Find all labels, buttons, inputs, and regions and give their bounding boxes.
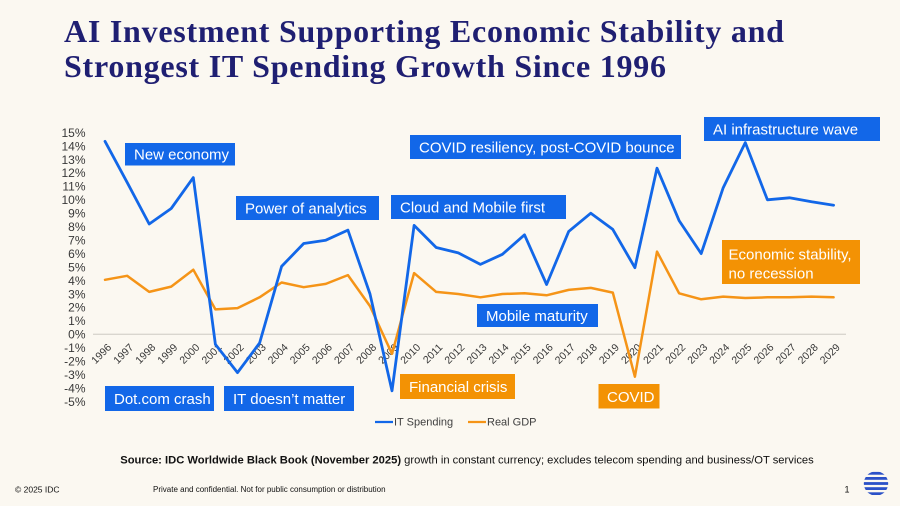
- svg-text:2002: 2002: [222, 342, 247, 367]
- svg-text:2025: 2025: [729, 342, 754, 367]
- svg-text:COVID: COVID: [607, 389, 655, 406]
- svg-text:2027: 2027: [774, 342, 799, 367]
- svg-text:2028: 2028: [796, 342, 821, 367]
- svg-text:Dot.com crash: Dot.com crash: [114, 391, 211, 408]
- svg-text:Private and confidential. Not: Private and confidential. Not for public…: [153, 485, 386, 494]
- svg-text:© 2025 IDC: © 2025 IDC: [15, 485, 60, 495]
- svg-text:2019: 2019: [597, 342, 622, 367]
- svg-text:2014: 2014: [487, 342, 512, 367]
- svg-text:2000: 2000: [177, 342, 202, 367]
- svg-text:Power of analytics: Power of analytics: [245, 201, 367, 218]
- svg-text:Source: IDC Worldwide Black Bo: Source: IDC Worldwide Black Book (Novemb…: [120, 455, 814, 467]
- svg-text:-5%: -5%: [64, 395, 86, 409]
- svg-text:2%: 2%: [68, 301, 86, 315]
- svg-text:2015: 2015: [509, 342, 534, 367]
- svg-text:2029: 2029: [818, 342, 843, 367]
- svg-text:8%: 8%: [68, 220, 86, 234]
- svg-text:10%: 10%: [61, 193, 85, 207]
- svg-text:-1%: -1%: [64, 341, 86, 355]
- svg-text:2024: 2024: [707, 342, 732, 367]
- svg-text:11%: 11%: [62, 180, 85, 194]
- svg-text:Financial crisis: Financial crisis: [409, 379, 507, 396]
- svg-text:2022: 2022: [663, 342, 688, 367]
- svg-text:0%: 0%: [68, 328, 86, 342]
- svg-text:6%: 6%: [68, 247, 86, 261]
- svg-text:2011: 2011: [421, 342, 446, 367]
- svg-text:3%: 3%: [68, 287, 86, 301]
- svg-text:New economy: New economy: [134, 147, 230, 164]
- svg-text:1999: 1999: [155, 342, 180, 367]
- svg-text:15%: 15%: [61, 126, 85, 140]
- svg-text:AI infrastructure wave: AI infrastructure wave: [713, 122, 858, 139]
- svg-text:2001: 2001: [200, 342, 225, 367]
- svg-text:9%: 9%: [68, 207, 86, 221]
- svg-text:1%: 1%: [68, 314, 86, 328]
- svg-text:no recession: no recession: [729, 266, 814, 283]
- svg-text:Cloud and Mobile first: Cloud and Mobile first: [400, 200, 546, 217]
- svg-text:2021: 2021: [641, 342, 666, 367]
- svg-text:2012: 2012: [442, 342, 467, 367]
- svg-text:12%: 12%: [61, 166, 85, 180]
- svg-text:-4%: -4%: [64, 381, 86, 395]
- svg-text:-2%: -2%: [64, 355, 86, 369]
- svg-text:2013: 2013: [465, 342, 490, 367]
- svg-text:1996: 1996: [89, 342, 114, 367]
- svg-text:2006: 2006: [310, 342, 335, 367]
- svg-text:Real GDP: Real GDP: [487, 417, 537, 429]
- svg-text:2004: 2004: [266, 342, 291, 367]
- svg-text:2017: 2017: [553, 342, 578, 367]
- svg-text:1998: 1998: [133, 342, 158, 367]
- svg-text:Economic stability,: Economic stability,: [729, 247, 852, 264]
- svg-text:IT Spending: IT Spending: [394, 417, 453, 429]
- svg-text:7%: 7%: [68, 234, 86, 248]
- svg-text:IT doesn’t matter: IT doesn’t matter: [233, 391, 345, 408]
- svg-text:5%: 5%: [68, 260, 86, 274]
- svg-text:1: 1: [844, 485, 849, 495]
- svg-text:2007: 2007: [332, 342, 357, 367]
- svg-text:14%: 14%: [61, 139, 85, 153]
- svg-text:2008: 2008: [354, 342, 379, 367]
- svg-text:COVID resiliency, post-COVID b: COVID resiliency, post-COVID bounce: [419, 140, 675, 157]
- svg-text:Mobile maturity: Mobile maturity: [486, 308, 588, 325]
- svg-text:2005: 2005: [288, 342, 313, 367]
- svg-text:2010: 2010: [398, 342, 423, 367]
- svg-text:2023: 2023: [685, 342, 710, 367]
- svg-text:4%: 4%: [68, 274, 86, 288]
- svg-text:-3%: -3%: [64, 368, 86, 382]
- svg-text:2018: 2018: [575, 342, 600, 367]
- svg-text:2026: 2026: [752, 342, 777, 367]
- svg-text:1997: 1997: [111, 342, 136, 367]
- svg-text:13%: 13%: [61, 153, 85, 167]
- svg-text:2016: 2016: [531, 342, 556, 367]
